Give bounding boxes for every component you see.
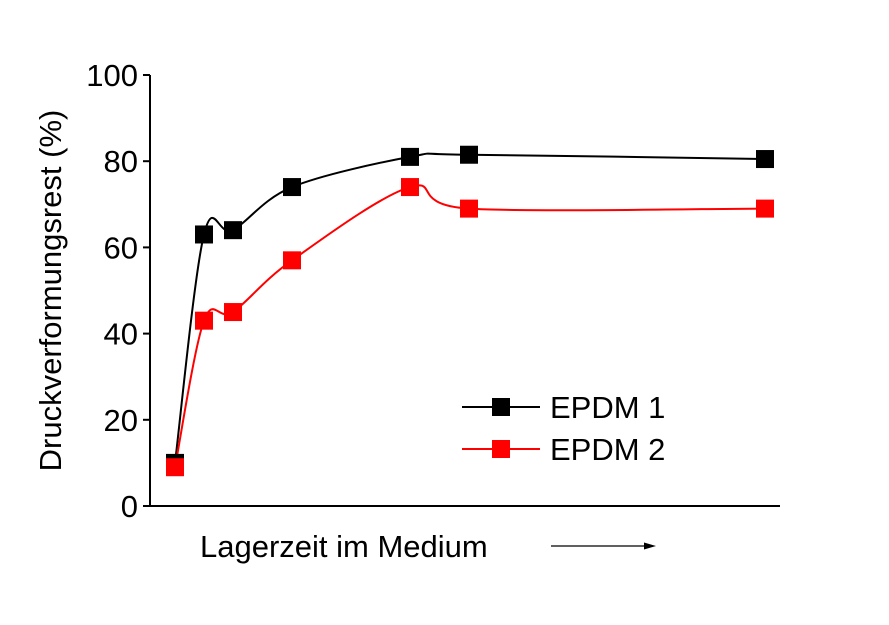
data-point-series-2 — [401, 178, 419, 197]
data-point-series-1 — [283, 178, 301, 197]
y-axis-label: Druckverformungsrest (%) — [33, 110, 68, 472]
data-point-series-1 — [460, 145, 478, 164]
data-point-series-2 — [756, 199, 774, 218]
series-line-1 — [174, 152, 766, 464]
data-point-series-2 — [460, 199, 478, 218]
data-point-series-1 — [756, 150, 774, 169]
data-point-series-2 — [195, 311, 213, 330]
y-tick-label: 20 — [104, 403, 138, 438]
y-tick-label: 80 — [104, 144, 138, 179]
y-tick-label: 40 — [104, 317, 138, 352]
x-direction-arrow-icon — [551, 542, 656, 550]
data-point-series-2 — [224, 303, 242, 322]
legend-marker-2 — [492, 440, 510, 458]
legend-marker-1 — [492, 398, 510, 416]
legend: EPDM 1 EPDM 2 — [462, 390, 665, 467]
y-tick-label: 0 — [121, 489, 138, 524]
data-point-series-2 — [166, 458, 184, 477]
data-point-series-1 — [401, 147, 419, 166]
legend-label-1: EPDM 1 — [550, 390, 665, 425]
data-point-series-2 — [283, 251, 301, 270]
y-tick-label: 60 — [104, 230, 138, 265]
series-line-2 — [174, 184, 766, 468]
legend-label-2: EPDM 2 — [550, 432, 665, 467]
y-axis-ticks: 0 20 40 60 80 100 — [86, 58, 150, 524]
data-point-series-1 — [224, 221, 242, 240]
series-markers — [166, 145, 774, 477]
x-axis-label: Lagerzeit im Medium — [200, 529, 488, 564]
y-tick-label: 100 — [86, 58, 138, 93]
data-point-series-1 — [195, 225, 213, 244]
axes — [149, 75, 780, 507]
